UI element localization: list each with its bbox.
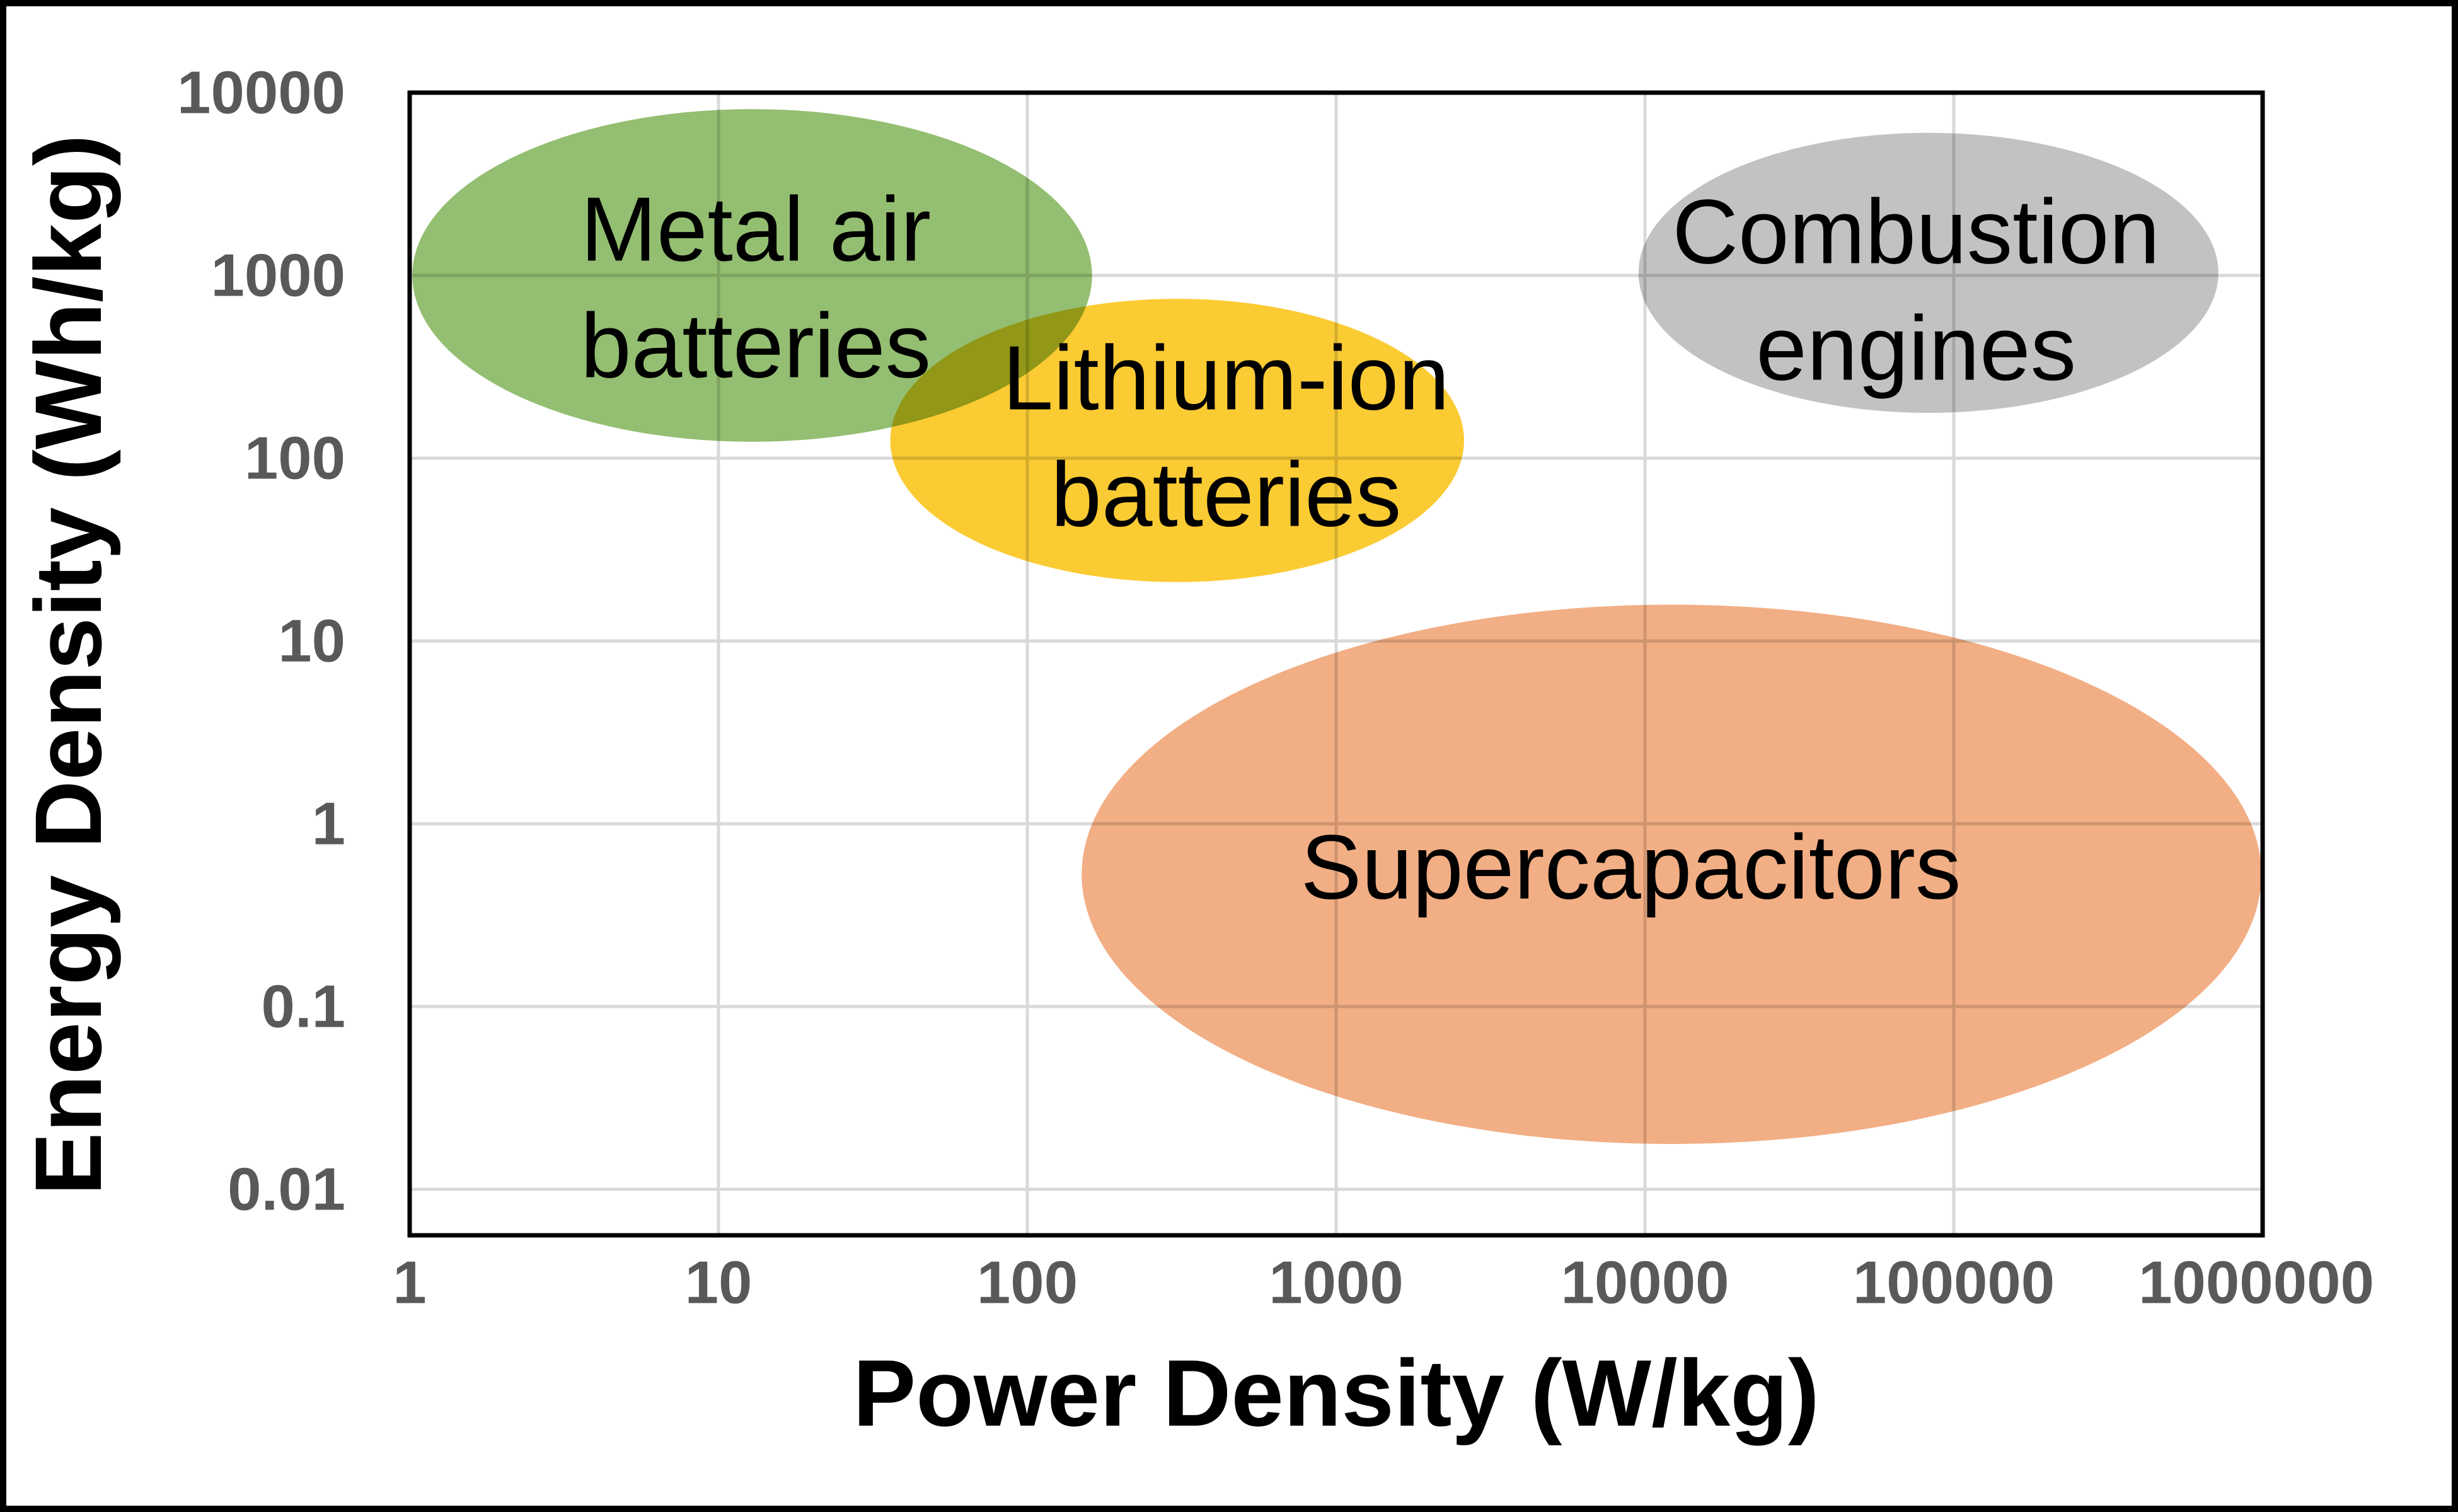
tick-label-y-1: 1 (312, 790, 345, 857)
tick-label-x-100: 100 (977, 1249, 1078, 1317)
region-labels-group: Metal air batteries Lithium-ion batteries Co… (580, 178, 2160, 918)
ellipse-metal-air-batteries (412, 109, 1092, 442)
ellipse-combustion-engines (1638, 132, 2219, 413)
ellipse-label-lithium-ion-batteries-line-1: batteries (1051, 444, 1401, 546)
tick-label-y-0.1: 0.1 (262, 972, 345, 1040)
plot-area-border (407, 90, 2265, 1238)
ellipse-label-combustion-engines-line-1: engines (1756, 297, 2076, 400)
x-axis-title: Power Density (W/kg) (853, 1340, 1820, 1446)
tick-label-y-1000: 1000 (211, 241, 345, 309)
tick-label-y-10: 10 (278, 607, 345, 674)
tick-label-y-0.01: 0.01 (228, 1155, 345, 1223)
tick-label-x-10000: 10000 (1561, 1249, 1729, 1317)
tick-label-x-1000: 1000 (1269, 1249, 1404, 1317)
ellipse-label-metal-air-batteries-line-0: Metal air (580, 178, 931, 280)
ellipse-label-metal-air-batteries-line-1: batteries (580, 294, 931, 396)
ellipse-label-combustion-engines-line-0: Combustion (1672, 181, 2160, 283)
tick-labels-group: 1 10 100 1000 10000 100000 1000000100001000100… (177, 59, 2374, 1317)
tick-label-x-100000: 100000 (1853, 1249, 2055, 1317)
ellipse-label-lithium-ion-batteries-line-0: Lithium-ion (1003, 327, 1450, 429)
ellipse-regions-group (412, 109, 2262, 1145)
ellipse-supercapacitors (1082, 604, 2262, 1145)
ellipse-lithium-ion-batteries (890, 299, 1464, 582)
ellipse-label-supercapacitors-line-0: Supercapacitors (1301, 816, 1961, 918)
tick-label-x-1: 1 (393, 1249, 426, 1317)
tick-label-x-1000000: 1000000 (2138, 1249, 2374, 1317)
y-axis-title: Energy Density (Wh/kg) (15, 134, 121, 1196)
tick-label-y-100: 100 (245, 424, 345, 492)
tick-label-y-10000: 10000 (177, 59, 345, 127)
tick-label-x-10: 10 (685, 1249, 753, 1317)
